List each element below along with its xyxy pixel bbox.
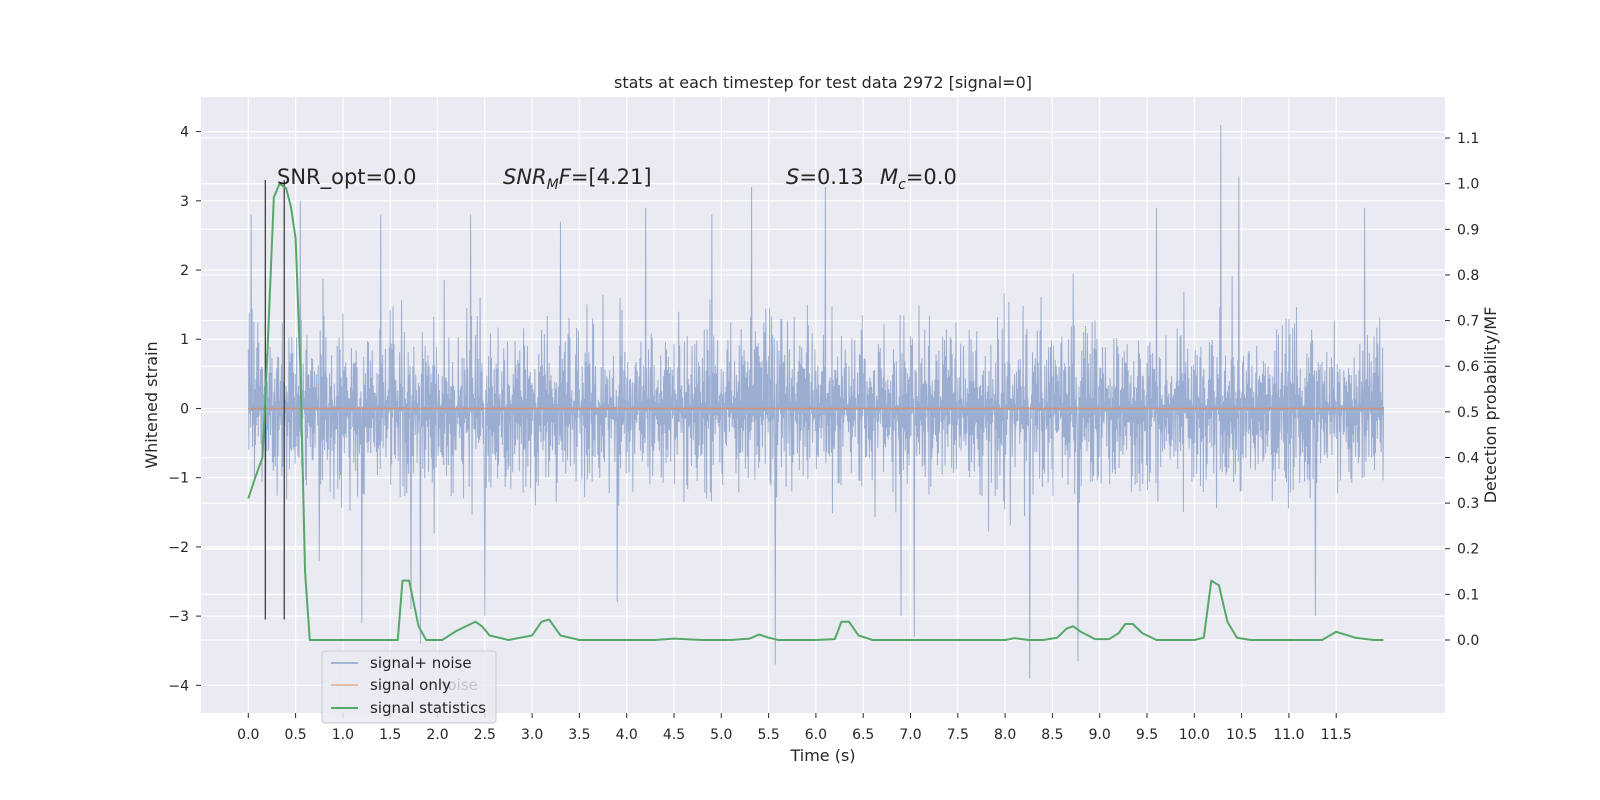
x-tick-label: 4.0	[616, 727, 638, 743]
x-tick-label: 9.5	[1136, 727, 1158, 743]
y-tick-label: 2	[180, 263, 189, 279]
annotation-snr-mf-after: F	[559, 165, 572, 189]
y-tick-label: −1	[168, 471, 189, 487]
y-tick-label: 3	[180, 194, 189, 210]
chart-title: stats at each timestep for test data 297…	[614, 73, 1032, 92]
x-axis-ticks: 0.0 0.5 1.0 1.5 2.0 2.5 3.0 3.5 4.0 4.5 5.0 5.5 6.0 6…	[237, 713, 1352, 743]
y2-tick-label: 0.3	[1457, 496, 1479, 512]
annotation-mc-value: =0.0	[906, 165, 957, 189]
statistics-trace	[247, 182, 1384, 641]
y2-tick-label: 0.6	[1457, 359, 1479, 375]
x-tick-label: 2.5	[474, 727, 496, 743]
legend-ghost-text: noise	[438, 676, 478, 694]
x-tick-label: 11.0	[1273, 727, 1304, 743]
annotation-s-value: =0.13	[799, 165, 863, 189]
x-tick-label: 6.5	[852, 727, 874, 743]
x-tick-label: 5.5	[757, 727, 779, 743]
y-tick-label: 4	[180, 125, 189, 141]
x-tick-label: 8.5	[1041, 727, 1063, 743]
annotation-snr-mf-value: =[4.21]	[571, 165, 652, 189]
y-tick-label: 1	[180, 332, 189, 348]
noise-trace	[247, 124, 1385, 679]
x-tick-label: 10.0	[1179, 727, 1210, 743]
y2-tick-label: 0.4	[1457, 450, 1479, 466]
y-axis-label: Whitened strain	[142, 341, 161, 468]
y-tick-label: −2	[168, 540, 189, 556]
y2-axis-ticks: 1.1 1.0 0.9 0.8 0.7 0.6 0.5 0.4 0.3 0.2 0.1 0.0	[1445, 131, 1479, 649]
x-tick-label: 0.5	[284, 727, 306, 743]
legend-label-stats: signal statistics	[370, 699, 486, 717]
annotation-s-stat: S=0.13	[786, 165, 864, 189]
y-axis-ticks: 4 3 2 1 0 −1 −2 −3 −4	[168, 125, 201, 694]
x-tick-label: 3.0	[521, 727, 543, 743]
x-tick-label: 1.0	[332, 727, 354, 743]
annotation-snr-mf: SNRMF=[4.21]	[503, 165, 652, 193]
y-tick-label: −4	[168, 678, 189, 694]
x-tick-label: 8.0	[994, 727, 1016, 743]
y2-axis-label: Detection probability/MF	[1481, 307, 1500, 504]
legend-label-noise: signal+ noise	[370, 654, 472, 672]
y2-tick-label: 0.9	[1457, 222, 1479, 238]
series-signal-plus-noise	[247, 124, 1385, 679]
series-signal-statistics	[247, 182, 1384, 641]
y-tick-label: −3	[168, 609, 189, 625]
annotation-mc-sub: c	[898, 177, 906, 193]
x-tick-label: 0.0	[237, 727, 259, 743]
legend-box	[321, 650, 497, 724]
x-tick-label: 9.0	[1089, 727, 1111, 743]
legend-label-signal: signal only	[370, 676, 451, 694]
y2-tick-label: 0.1	[1457, 587, 1479, 603]
x-tick-label: 4.5	[663, 727, 685, 743]
x-tick-label: 2.0	[426, 727, 448, 743]
annotation-snr-mf-sub: M	[547, 177, 559, 193]
y2-tick-label: 1.0	[1457, 177, 1479, 193]
x-tick-label: 7.5	[947, 727, 969, 743]
y2-tick-label: 0.7	[1457, 314, 1479, 330]
annotation-mc-symbol: M	[880, 165, 898, 189]
y2-tick-label: 0.0	[1457, 633, 1479, 649]
y2-tick-label: 0.8	[1457, 268, 1479, 284]
annotation-snr-opt: SNR_opt=0.0	[277, 165, 417, 190]
legend: noise signal+ noise signal only signal s…	[321, 650, 497, 724]
y2-tick-label: 0.5	[1457, 405, 1479, 421]
x-tick-label: 5.0	[710, 727, 732, 743]
y2-tick-label: 1.1	[1457, 131, 1479, 147]
x-tick-label: 10.5	[1226, 727, 1257, 743]
x-tick-label: 7.0	[899, 727, 921, 743]
x-tick-label: 6.0	[805, 727, 827, 743]
x-axis-label: Time (s)	[789, 746, 855, 765]
annotation-mc: Mc=0.0	[880, 165, 957, 193]
annotation-s-symbol: S	[786, 165, 799, 189]
y2-tick-label: 0.2	[1457, 542, 1479, 558]
x-tick-label: 11.5	[1321, 727, 1352, 743]
annotation-snr-mf-main: SNR	[503, 165, 547, 189]
y-tick-label: 0	[180, 401, 189, 417]
x-tick-label: 3.5	[568, 727, 590, 743]
x-tick-label: 1.5	[379, 727, 401, 743]
